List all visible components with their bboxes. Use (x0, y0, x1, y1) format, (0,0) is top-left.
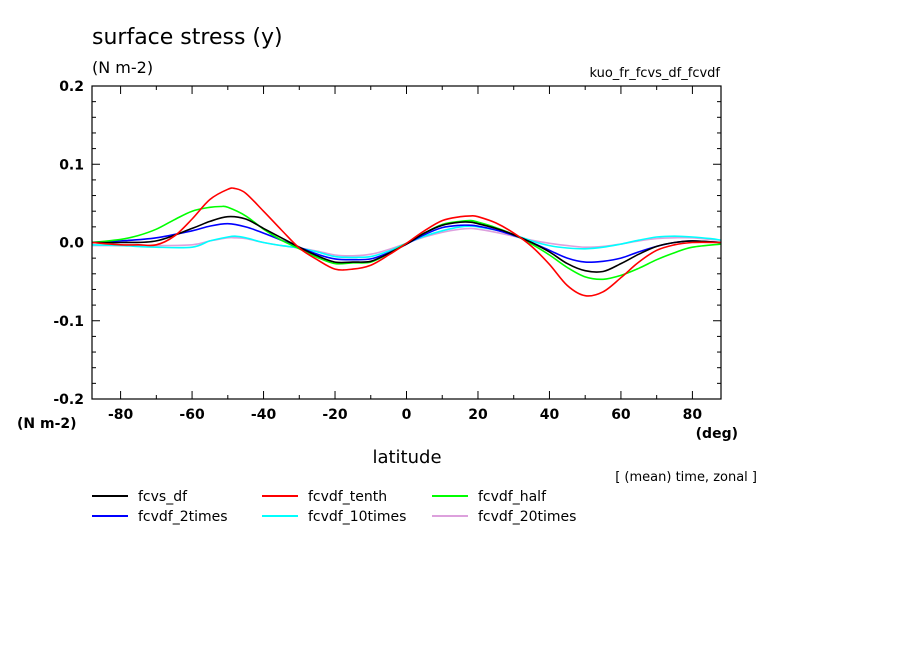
x-tick-label: 40 (540, 407, 560, 423)
x-tick-label: 60 (611, 407, 631, 423)
legend-label: fcvdf_tenth (308, 489, 387, 505)
x-axis-unit: (deg) (696, 426, 738, 442)
legend: fcvs_df fcvdf_tenth fcvdf_half fcvdf_2times… (92, 489, 576, 525)
x-tick-labels: -80 -60 -40 -20 0 20 40 60 80 (108, 407, 702, 423)
y-tick-label: 0.2 (59, 79, 84, 95)
x-tick-label: -20 (322, 407, 348, 423)
legend-label: fcvs_df (138, 489, 188, 505)
series-line-fcvdf-tenth (91, 187, 722, 297)
series-line-fcvdf-2times (91, 222, 722, 264)
y-tick-label: -0.2 (53, 392, 84, 408)
plot-frame (91, 85, 722, 400)
x-tick-label: 0 (402, 407, 412, 423)
experiment-label: kuo_fr_fcvs_df_fcvdf (589, 66, 720, 81)
legend-label: fcvdf_10times (308, 509, 406, 525)
x-tick-label: 80 (683, 407, 703, 423)
x-tick-label: -80 (108, 407, 134, 423)
x-tick-label: -40 (251, 407, 277, 423)
legend-label: fcvdf_20times (478, 509, 576, 525)
series-lines (91, 187, 722, 297)
series-line-fcvdf-10times (91, 225, 722, 259)
x-axis-label: latitude (372, 447, 441, 468)
y-tick-labels: -0.2 -0.1 0.0 0.1 0.2 (53, 79, 84, 408)
y-tick-label: 0.1 (59, 157, 84, 173)
y-tick-label: -0.1 (53, 314, 84, 330)
annotation-text: [ (mean) time, zonal ] (615, 470, 757, 485)
series-line-fcvs-df (91, 215, 722, 273)
x-tick-label: -60 (179, 407, 205, 423)
legend-label: fcvdf_2times (138, 509, 228, 525)
chart-title-unit: (N m-2) (92, 58, 153, 77)
y-axis-unit: (N m-2) (17, 416, 77, 432)
x-tick-label: 20 (468, 407, 488, 423)
legend-label: fcvdf_half (478, 489, 547, 505)
y-tick-label: 0.0 (59, 236, 84, 252)
chart-title: surface stress (y) (92, 25, 283, 50)
